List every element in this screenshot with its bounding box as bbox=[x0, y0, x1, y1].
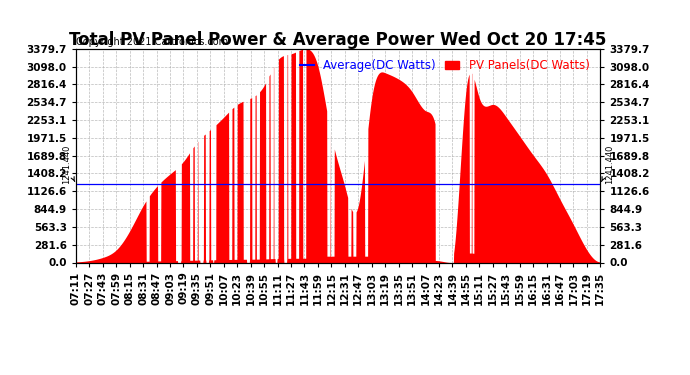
Text: 1241.440: 1241.440 bbox=[602, 145, 615, 184]
Text: 1241.440: 1241.440 bbox=[61, 145, 75, 184]
Title: Total PV Panel Power & Average Power Wed Oct 20 17:45: Total PV Panel Power & Average Power Wed… bbox=[70, 31, 607, 49]
Text: Copyright 2021 Cartronics.com: Copyright 2021 Cartronics.com bbox=[76, 37, 228, 46]
Legend: Average(DC Watts), PV Panels(DC Watts): Average(DC Watts), PV Panels(DC Watts) bbox=[295, 55, 594, 77]
